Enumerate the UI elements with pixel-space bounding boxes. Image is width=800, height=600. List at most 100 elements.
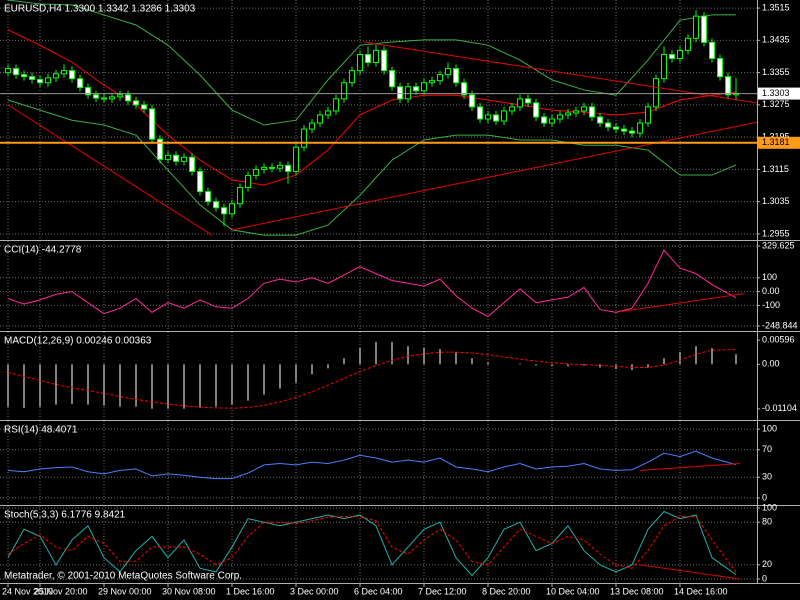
candle-body: [605, 122, 611, 128]
candle-body: [309, 122, 315, 130]
candle-body: [285, 164, 291, 172]
candle-body: [509, 106, 515, 112]
candle-body: [221, 207, 227, 215]
trendline: [639, 564, 741, 580]
y-tick-label: 1.3435: [762, 35, 790, 45]
trendline: [619, 293, 745, 313]
y-tick-label: 1.3115: [762, 164, 789, 174]
y-tick-label: 1.3035: [762, 196, 790, 206]
y-tick-label: 1.3195: [762, 132, 790, 142]
candle-body: [141, 104, 147, 110]
candle-body: [613, 126, 619, 130]
candle-body: [173, 154, 179, 162]
candle-body: [405, 86, 411, 100]
band-line: [7, 0, 736, 126]
candle-body: [117, 94, 123, 98]
candle-body: [253, 168, 259, 176]
candle-body: [421, 82, 427, 92]
y-tick-label: 30: [762, 472, 772, 482]
indicator-line: [7, 516, 737, 573]
candle-body: [709, 41, 715, 59]
x-tick-label: 14 Dec 16:00: [674, 586, 728, 596]
candle-body: [93, 94, 99, 99]
candle-body: [277, 164, 283, 169]
candle-body: [533, 102, 539, 118]
candle-body: [565, 112, 571, 116]
x-tick-label: 6 Dec 04:00: [354, 586, 403, 596]
candle-body: [341, 82, 347, 100]
candle-body: [429, 80, 435, 84]
candle-body: [197, 170, 203, 193]
panel-title: Stoch(5,3,3) 6.1776 9.8421: [4, 510, 126, 521]
y-tick-label: 0.00: [762, 286, 780, 296]
y-tick-label: 1.3355: [762, 67, 790, 77]
candle-body: [653, 78, 659, 108]
candle-body: [293, 146, 299, 172]
candle-body: [597, 116, 603, 124]
y-tick-label: 0: [762, 573, 767, 583]
candle-body: [485, 114, 491, 120]
candle-body: [413, 86, 419, 92]
candle-body: [501, 110, 507, 122]
candle-body: [629, 130, 635, 134]
panel-title: MACD(12,26,9) 0.00246 0.00363: [4, 336, 152, 347]
candle-body: [477, 106, 483, 120]
candle-body: [325, 110, 331, 116]
panel-title: CCI(14) -44.2778: [4, 245, 82, 256]
candle-body: [389, 70, 395, 88]
trendline: [7, 104, 213, 236]
y-tick-label: -248.844: [762, 320, 798, 330]
candle-body: [525, 98, 531, 104]
candle-body: [157, 138, 163, 160]
horizontal-line-box: [758, 136, 800, 149]
x-tick-label: 29 Nov 00:00: [98, 586, 152, 596]
candle-body: [693, 15, 699, 39]
y-tick-label: 20: [762, 559, 772, 569]
candle-body: [557, 114, 563, 120]
candle-body: [109, 96, 115, 100]
y-tick-label: 1.2955: [762, 228, 790, 238]
trendline: [639, 463, 741, 471]
x-tick-label: 30 Nov 08:00: [162, 586, 216, 596]
candle-body: [365, 53, 371, 64]
candle-body: [549, 118, 555, 124]
candle-body: [381, 49, 387, 72]
y-tick-label: -100: [762, 300, 780, 310]
candle-body: [669, 53, 675, 59]
x-tick-label: 13 Dec 08:00: [610, 586, 664, 596]
x-tick-label: 10 Dec 04:00: [546, 586, 600, 596]
candle-body: [85, 87, 91, 96]
candle-body: [453, 68, 459, 84]
x-tick-label: 25 Nov 20:00: [34, 586, 88, 596]
candle-body: [333, 98, 339, 112]
y-tick-label: 80: [762, 517, 772, 527]
candle-body: [573, 110, 579, 114]
x-tick-label: 7 Dec 12:00: [418, 586, 467, 596]
horizontal-line-label: 1.3181: [762, 137, 790, 147]
candle-body: [45, 77, 51, 84]
y-tick-label: 1.3275: [762, 99, 790, 109]
candle-body: [469, 94, 475, 108]
candle-body: [261, 166, 267, 170]
x-tick-label: 8 Dec 20:00: [482, 586, 531, 596]
candle-body: [461, 82, 467, 96]
candle-body: [581, 106, 587, 112]
candle-body: [317, 114, 323, 124]
trendline: [363, 41, 757, 104]
y-tick-label: 100: [762, 272, 777, 282]
candle-body: [133, 100, 139, 106]
candle-body: [53, 73, 59, 79]
indicator-line: [7, 450, 737, 480]
candle-body: [13, 68, 19, 76]
band-line: [7, 29, 737, 186]
candle-body: [661, 53, 667, 80]
candle-body: [245, 174, 251, 189]
candle-body: [397, 86, 403, 100]
x-tick-label: 3 Dec 00:00: [290, 586, 339, 596]
candle-body: [237, 187, 243, 205]
x-tick-label: 1 Dec 16:00: [226, 586, 275, 596]
candle-body: [181, 156, 187, 162]
y-tick-label: 1.3515: [762, 2, 790, 12]
candle-body: [205, 191, 211, 203]
